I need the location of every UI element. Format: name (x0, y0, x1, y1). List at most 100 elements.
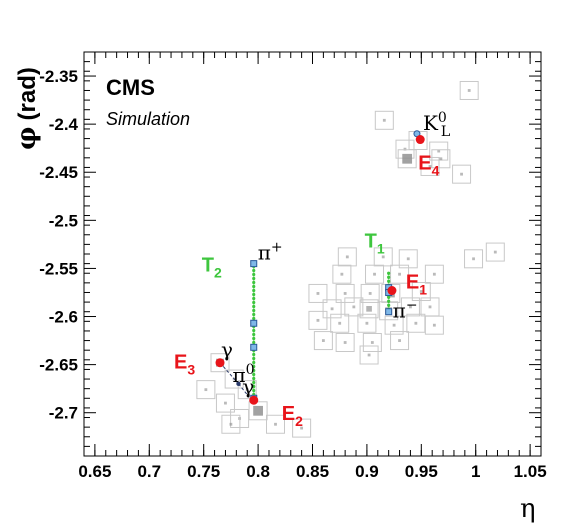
cell (266, 414, 286, 434)
cell (424, 315, 444, 335)
cell-energy (368, 292, 372, 295)
track-t1-dot (387, 279, 391, 283)
cell (424, 264, 444, 284)
cell (313, 331, 333, 351)
particle-label-pi-plus: π+ (258, 240, 283, 265)
cell (335, 332, 355, 352)
x-tick-label: 0.75 (187, 462, 220, 481)
track-t2-dot (252, 328, 256, 333)
track-t2-dot (252, 308, 256, 313)
cell-energy (321, 339, 325, 342)
cell (420, 156, 440, 176)
cell-energy (406, 257, 410, 261)
cell (248, 401, 268, 421)
track-t2-dot (252, 376, 256, 381)
cell (308, 310, 328, 330)
cell-energy (403, 147, 407, 151)
y-tick-label: -2.7 (49, 404, 78, 423)
clusters (215, 135, 425, 405)
track-t2-dot (252, 272, 256, 277)
track-t2-dot (252, 388, 256, 393)
cell (384, 315, 404, 335)
cell-energy (245, 388, 249, 392)
cell-energy (352, 305, 356, 309)
cluster-label-e2: E2 (282, 403, 303, 429)
cell (459, 80, 479, 100)
cell-energy (392, 323, 396, 327)
track-t2-hit (250, 260, 258, 268)
track-t2-dot (252, 356, 256, 361)
cell (237, 380, 257, 400)
svg-text:φ(rad): φ (rad) (12, 67, 42, 150)
track-t1-hit (385, 308, 393, 316)
cell (330, 313, 350, 333)
cell (365, 264, 385, 284)
track-t2-dot (252, 380, 256, 385)
cell-energy (493, 250, 497, 254)
cell (308, 283, 328, 303)
x-tick-label: 0.7 (137, 462, 161, 481)
track-t2-dot (252, 288, 256, 293)
track-t2-dot (252, 340, 256, 345)
cell-energy (432, 323, 436, 327)
cell-energy (398, 339, 401, 342)
track-t1-dot (387, 303, 391, 307)
cluster-point (249, 395, 259, 405)
x-tick-label: 1 (471, 462, 480, 481)
cell-energy (338, 321, 342, 325)
cell (215, 393, 235, 413)
cell (431, 149, 451, 169)
cell (357, 313, 377, 333)
track-t1-dot (387, 295, 391, 299)
cell (400, 297, 420, 317)
cell-energy (343, 341, 347, 344)
track-label-t1: T1 (365, 231, 385, 257)
cell-energy (316, 318, 320, 322)
track-t2-dot (252, 368, 256, 373)
track-t2-dot (252, 352, 256, 357)
particle-label-K0L: K0 L (423, 110, 450, 140)
track-t2-dot (252, 312, 256, 317)
cell-energy (428, 305, 432, 309)
cell (362, 332, 382, 352)
track-t2-dot (252, 292, 256, 297)
cell (221, 414, 241, 434)
cell-energy (373, 272, 376, 276)
cell-energy (316, 292, 320, 295)
cell-energy (432, 272, 436, 276)
cell-energy (460, 172, 463, 176)
cell-energy (439, 157, 443, 161)
particle-label-gamma-2: γ (242, 374, 254, 398)
cell-energy (367, 353, 371, 357)
particle-label-pi0: π0 (233, 362, 255, 387)
y-tick-label: -2.45 (39, 163, 78, 182)
x-axis-title: η (520, 494, 536, 524)
y-tick-label: -2.65 (39, 356, 78, 375)
track-t2-hit (250, 319, 258, 327)
cluster-label-e3: E3 (174, 352, 195, 378)
x-tick-label: 1.05 (514, 462, 547, 481)
cell-energy (419, 290, 423, 293)
cell (344, 297, 364, 317)
x-tick-label: 0.65 (78, 462, 111, 481)
x-tick-label: 0.85 (296, 462, 329, 481)
cell (337, 247, 357, 267)
track-t2-dot (252, 284, 256, 289)
y-axis: -2.35 -2.4 -2.45 -2.5 -2.55 -2.6 -2.65 -2.7 (39, 51, 541, 457)
particle-label-pi-minus: π− (393, 298, 418, 323)
track-t2-dot (252, 360, 256, 365)
cluster-point (387, 286, 397, 296)
cell-energy (398, 272, 401, 276)
cell-energy (402, 153, 413, 164)
cell (332, 264, 352, 284)
pi0-vertex (236, 381, 241, 387)
track-t2-dot (252, 276, 256, 281)
particle-label-gamma-1: γ (221, 338, 233, 362)
track-t2-dot (252, 332, 256, 337)
cluster-point (415, 135, 425, 145)
y-axis-unit: (rad) (14, 67, 41, 120)
track-t2-hit (250, 343, 258, 351)
cell-energy (343, 292, 347, 295)
x-axis: 0.65 0.7 0.75 0.8 0.85 0.9 0.95 1 1.05 (78, 52, 547, 481)
